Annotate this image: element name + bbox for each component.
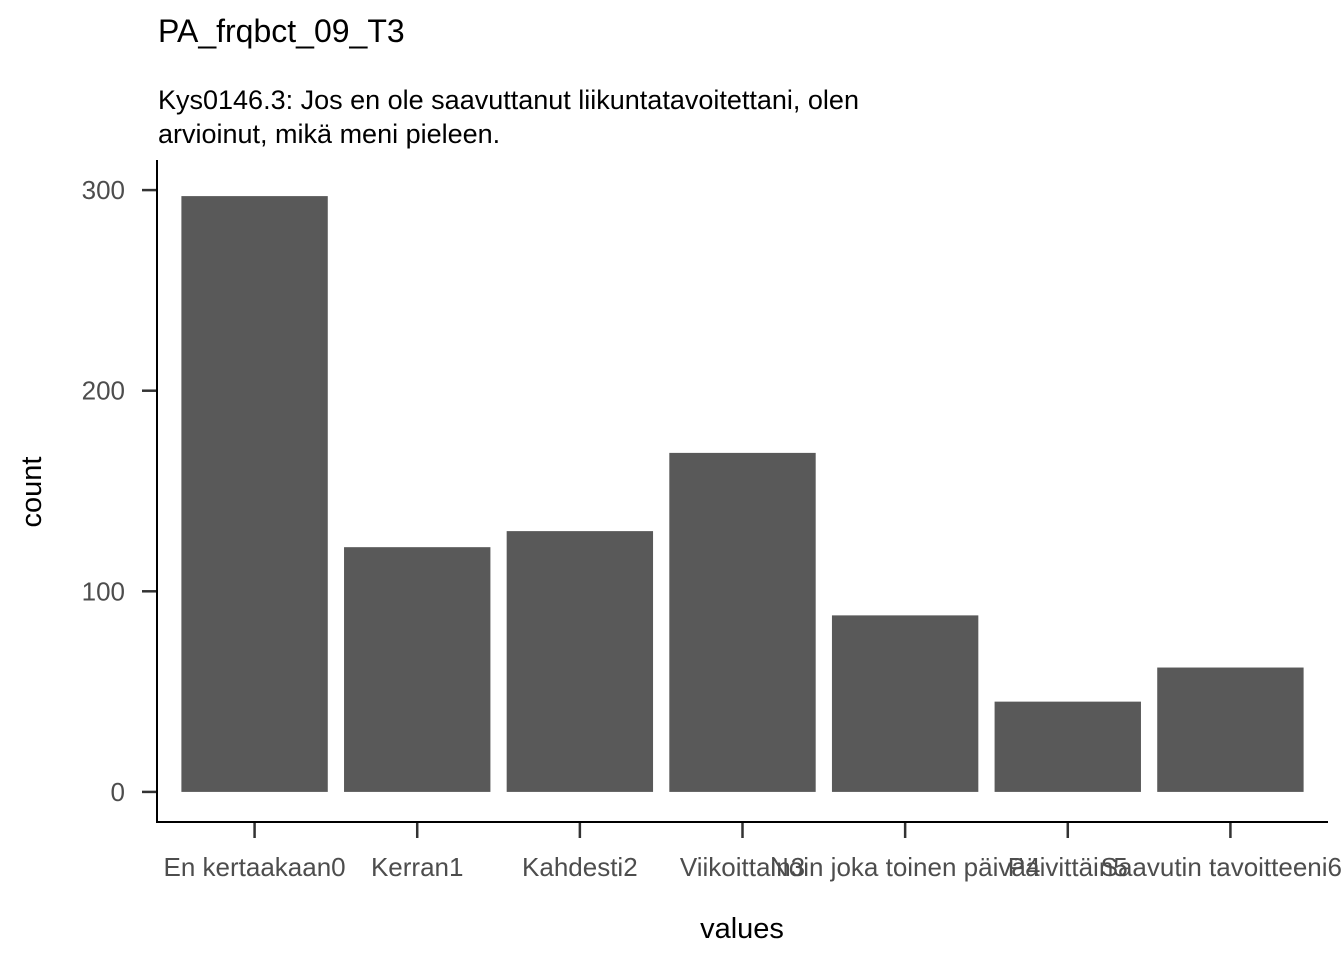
x-axis: En kertaakaan0 Kerran1 Kahdesti2 Viikoittai… — [164, 822, 1342, 882]
y-axis: 0 100 200 300 — [82, 175, 157, 807]
chart-subtitle-line-2: arvioinut, mikä meni pieleen. — [158, 119, 500, 149]
bar-6 — [1157, 667, 1304, 792]
x-tick-label-4: Noin joka toinen päivä4 — [770, 852, 1040, 882]
bar-4 — [831, 615, 979, 792]
chart-title: PA_frqbct_09_T3 — [158, 13, 405, 49]
y-tick-label-1: 100 — [82, 576, 125, 606]
x-tick-label-0: En kertaakaan0 — [164, 852, 346, 882]
x-tick-label-1: Kerran1 — [371, 852, 464, 882]
bar-5 — [994, 701, 1141, 792]
x-tick-label-2: Kahdesti2 — [522, 852, 638, 882]
y-tick-label-3: 300 — [82, 175, 125, 205]
bar-0 — [181, 196, 328, 792]
chart-subtitle-line-1: Kys0146.3: Jos en ole saavuttanut liikun… — [158, 85, 859, 115]
x-tick-label-5: Päivittäin5 — [1008, 852, 1128, 882]
bars-group — [181, 196, 1304, 792]
y-axis-title: count — [16, 457, 48, 528]
bar-3 — [669, 452, 816, 792]
bar-1 — [344, 547, 491, 792]
y-tick-label-0: 0 — [111, 777, 125, 807]
y-tick-label-2: 200 — [82, 376, 125, 406]
bar-2 — [506, 531, 654, 792]
x-axis-title: values — [700, 913, 784, 945]
x-tick-label-3: Viikoittain3 — [680, 852, 805, 882]
x-tick-label-6: Saavutin tavoitteeni6 — [1101, 852, 1342, 882]
